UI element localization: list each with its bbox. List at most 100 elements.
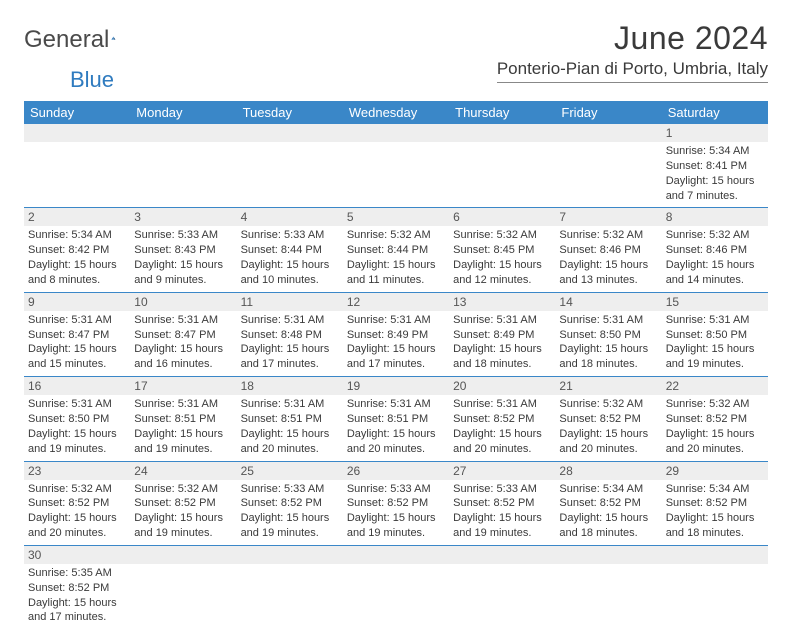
daylight-line: Daylight: 15 hours and 18 minutes. bbox=[559, 511, 657, 541]
day-info: Sunrise: 5:33 AMSunset: 8:44 PMDaylight:… bbox=[237, 226, 343, 291]
sunset-line: Sunset: 8:52 PM bbox=[559, 496, 657, 511]
sunset-line: Sunset: 8:45 PM bbox=[453, 243, 551, 258]
daylight-line: Daylight: 15 hours and 16 minutes. bbox=[134, 342, 232, 372]
day-info: Sunrise: 5:35 AMSunset: 8:52 PMDaylight:… bbox=[24, 564, 130, 629]
sunset-line: Sunset: 8:41 PM bbox=[666, 159, 764, 174]
calendar-cell: 26Sunrise: 5:33 AMSunset: 8:52 PMDayligh… bbox=[343, 461, 449, 545]
logo-text-blue: Blue bbox=[70, 67, 114, 92]
sunrise-line: Sunrise: 5:32 AM bbox=[559, 397, 657, 412]
calendar-cell: 16Sunrise: 5:31 AMSunset: 8:50 PMDayligh… bbox=[24, 377, 130, 461]
sunset-line: Sunset: 8:52 PM bbox=[28, 496, 126, 511]
daylight-line: Daylight: 15 hours and 18 minutes. bbox=[453, 342, 551, 372]
day-header-cell: Wednesday bbox=[343, 101, 449, 124]
calendar-cell: 7Sunrise: 5:32 AMSunset: 8:46 PMDaylight… bbox=[555, 208, 661, 292]
sunrise-line: Sunrise: 5:32 AM bbox=[666, 228, 764, 243]
daylight-line: Daylight: 15 hours and 20 minutes. bbox=[347, 427, 445, 457]
sunrise-line: Sunrise: 5:31 AM bbox=[559, 313, 657, 328]
day-number: 30 bbox=[24, 546, 130, 564]
calendar-cell-empty bbox=[130, 124, 236, 208]
sunset-line: Sunset: 8:46 PM bbox=[559, 243, 657, 258]
calendar-cell: 4Sunrise: 5:33 AMSunset: 8:44 PMDaylight… bbox=[237, 208, 343, 292]
logo-text-general: General bbox=[24, 26, 109, 54]
daylight-line: Daylight: 15 hours and 15 minutes. bbox=[28, 342, 126, 372]
sunset-line: Sunset: 8:49 PM bbox=[347, 328, 445, 343]
day-number: 26 bbox=[343, 462, 449, 480]
day-number bbox=[130, 124, 236, 142]
sunset-line: Sunset: 8:43 PM bbox=[134, 243, 232, 258]
calendar-cell: 3Sunrise: 5:33 AMSunset: 8:43 PMDaylight… bbox=[130, 208, 236, 292]
day-info: Sunrise: 5:31 AMSunset: 8:50 PMDaylight:… bbox=[24, 395, 130, 460]
sunset-line: Sunset: 8:52 PM bbox=[134, 496, 232, 511]
calendar-cell-empty bbox=[555, 124, 661, 208]
day-info: Sunrise: 5:32 AMSunset: 8:45 PMDaylight:… bbox=[449, 226, 555, 291]
calendar-cell: 23Sunrise: 5:32 AMSunset: 8:52 PMDayligh… bbox=[24, 461, 130, 545]
day-number: 28 bbox=[555, 462, 661, 480]
day-number: 22 bbox=[662, 377, 768, 395]
sunrise-line: Sunrise: 5:34 AM bbox=[666, 482, 764, 497]
day-header-row: SundayMondayTuesdayWednesdayThursdayFrid… bbox=[24, 101, 768, 124]
day-number bbox=[130, 546, 236, 564]
sunrise-line: Sunrise: 5:31 AM bbox=[28, 313, 126, 328]
daylight-line: Daylight: 15 hours and 20 minutes. bbox=[453, 427, 551, 457]
daylight-line: Daylight: 15 hours and 19 minutes. bbox=[241, 511, 339, 541]
day-number bbox=[449, 546, 555, 564]
day-info: Sunrise: 5:31 AMSunset: 8:48 PMDaylight:… bbox=[237, 311, 343, 376]
daylight-line: Daylight: 15 hours and 19 minutes. bbox=[666, 342, 764, 372]
daylight-line: Daylight: 15 hours and 18 minutes. bbox=[559, 342, 657, 372]
daylight-line: Daylight: 15 hours and 19 minutes. bbox=[347, 511, 445, 541]
daylight-line: Daylight: 15 hours and 20 minutes. bbox=[241, 427, 339, 457]
day-header-cell: Thursday bbox=[449, 101, 555, 124]
calendar-cell: 25Sunrise: 5:33 AMSunset: 8:52 PMDayligh… bbox=[237, 461, 343, 545]
sunset-line: Sunset: 8:49 PM bbox=[453, 328, 551, 343]
day-number bbox=[237, 124, 343, 142]
sunrise-line: Sunrise: 5:33 AM bbox=[134, 228, 232, 243]
sunrise-line: Sunrise: 5:32 AM bbox=[134, 482, 232, 497]
daylight-line: Daylight: 15 hours and 12 minutes. bbox=[453, 258, 551, 288]
day-info: Sunrise: 5:34 AMSunset: 8:42 PMDaylight:… bbox=[24, 226, 130, 291]
sunrise-line: Sunrise: 5:34 AM bbox=[559, 482, 657, 497]
sunset-line: Sunset: 8:47 PM bbox=[28, 328, 126, 343]
calendar-cell: 29Sunrise: 5:34 AMSunset: 8:52 PMDayligh… bbox=[662, 461, 768, 545]
calendar-cell: 13Sunrise: 5:31 AMSunset: 8:49 PMDayligh… bbox=[449, 292, 555, 376]
calendar-cell: 10Sunrise: 5:31 AMSunset: 8:47 PMDayligh… bbox=[130, 292, 236, 376]
daylight-line: Daylight: 15 hours and 20 minutes. bbox=[559, 427, 657, 457]
calendar-cell-empty bbox=[343, 545, 449, 629]
sunset-line: Sunset: 8:47 PM bbox=[134, 328, 232, 343]
calendar-cell: 19Sunrise: 5:31 AMSunset: 8:51 PMDayligh… bbox=[343, 377, 449, 461]
sunset-line: Sunset: 8:52 PM bbox=[559, 412, 657, 427]
calendar-cell: 28 Sunrise: 5:34 AMSunset: 8:52 PMDayligh… bbox=[555, 461, 661, 545]
sunrise-line: Sunrise: 5:33 AM bbox=[241, 228, 339, 243]
calendar-cell: 5Sunrise: 5:32 AMSunset: 8:44 PMDaylight… bbox=[343, 208, 449, 292]
day-number: 25 bbox=[237, 462, 343, 480]
day-info: Sunrise: 5:32 AMSunset: 8:46 PMDaylight:… bbox=[662, 226, 768, 291]
sunset-line: Sunset: 8:50 PM bbox=[559, 328, 657, 343]
day-number: 19 bbox=[343, 377, 449, 395]
day-number bbox=[449, 124, 555, 142]
daylight-line: Daylight: 15 hours and 20 minutes. bbox=[666, 427, 764, 457]
calendar-cell: 22Sunrise: 5:32 AMSunset: 8:52 PMDayligh… bbox=[662, 377, 768, 461]
daylight-line: Daylight: 15 hours and 14 minutes. bbox=[666, 258, 764, 288]
day-info: Sunrise: 5:31 AMSunset: 8:51 PMDaylight:… bbox=[130, 395, 236, 460]
day-number bbox=[662, 546, 768, 564]
day-info: Sunrise: 5:34 AMSunset: 8:41 PMDaylight:… bbox=[662, 142, 768, 207]
sunrise-line: Sunrise: 5:32 AM bbox=[559, 228, 657, 243]
day-info: Sunrise: 5:32 AMSunset: 8:52 PMDaylight:… bbox=[24, 480, 130, 545]
sunrise-line: Sunrise: 5:31 AM bbox=[134, 313, 232, 328]
day-number: 5 bbox=[343, 208, 449, 226]
sunset-line: Sunset: 8:44 PM bbox=[241, 243, 339, 258]
day-number: 20 bbox=[449, 377, 555, 395]
day-header-cell: Monday bbox=[130, 101, 236, 124]
daylight-line: Daylight: 15 hours and 17 minutes. bbox=[347, 342, 445, 372]
sunset-line: Sunset: 8:52 PM bbox=[453, 412, 551, 427]
sunrise-line: Sunrise: 5:31 AM bbox=[453, 397, 551, 412]
day-info: Sunrise: 5:32 AMSunset: 8:52 PMDaylight:… bbox=[555, 395, 661, 460]
sunrise-line: Sunrise: 5:32 AM bbox=[28, 482, 126, 497]
calendar-week: 1Sunrise: 5:34 AMSunset: 8:41 PMDaylight… bbox=[24, 124, 768, 208]
calendar-cell: 15Sunrise: 5:31 AMSunset: 8:50 PMDayligh… bbox=[662, 292, 768, 376]
sunrise-line: Sunrise: 5:35 AM bbox=[28, 566, 126, 581]
calendar-cell: 27Sunrise: 5:33 AMSunset: 8:52 PMDayligh… bbox=[449, 461, 555, 545]
day-number: 7 bbox=[555, 208, 661, 226]
sunset-line: Sunset: 8:52 PM bbox=[666, 496, 764, 511]
calendar-week: 23Sunrise: 5:32 AMSunset: 8:52 PMDayligh… bbox=[24, 461, 768, 545]
sunrise-line: Sunrise: 5:32 AM bbox=[666, 397, 764, 412]
